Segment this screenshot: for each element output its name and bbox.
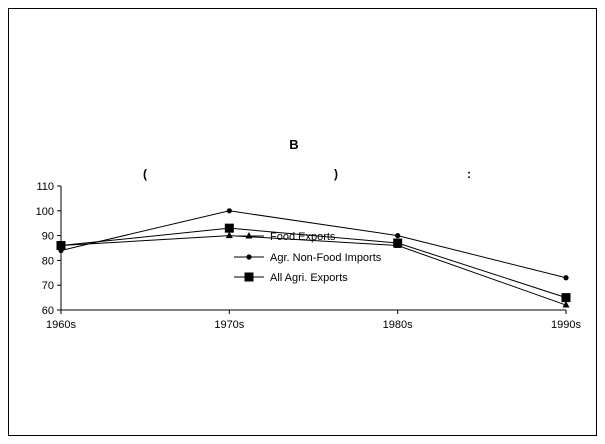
subtitle-open-paren: ( [143,167,147,181]
data-point [225,231,233,239]
subtitle-close-paren: ) [334,167,338,181]
legend-label: All Agri. Exports [270,272,348,284]
series-line [60,227,567,299]
y-tick-label: 100 [36,206,54,218]
series-line [60,210,567,279]
y-tick-label: 110 [36,181,54,193]
legend-item: Agr. Non-Food Imports [234,252,382,264]
legend-label: Agr. Non-Food Imports [270,252,382,264]
data-point [563,275,569,281]
data-point [56,241,66,251]
legend-marker [244,272,254,282]
data-point [561,293,571,303]
legend-label: Food Exports [270,231,336,243]
x-tick-label: 1990s [551,319,581,331]
legend-item: All Agri. Exports [234,272,348,284]
y-tick-label: 80 [42,255,54,267]
series-3 [56,223,571,303]
chart-title: B [289,137,298,152]
y-tick-label: 90 [42,231,54,243]
legend-item: Food Exports [234,231,336,243]
data-point [395,233,401,239]
data-point [562,301,570,308]
series-line [60,235,567,306]
data-point [226,208,232,214]
x-tick-label: 1970s [214,319,244,331]
data-point [224,223,234,233]
x-tick-label: 1980s [383,319,413,331]
subtitle-colon: : [467,167,471,181]
legend-marker [245,232,253,239]
y-tick-label: 70 [42,280,54,292]
x-tick-label: 1960s [46,319,76,331]
axes: 60 70 80 90 100 110 1960s 1970s 1980s 1990s [36,181,582,331]
series-2 [58,208,569,281]
series-layer [56,208,571,308]
y-tick-label: 60 [42,305,54,317]
data-point [393,238,403,248]
legend-marker [246,254,252,260]
legend: Food Exports Agr. Non-Food Imports All Agr… [234,231,382,284]
